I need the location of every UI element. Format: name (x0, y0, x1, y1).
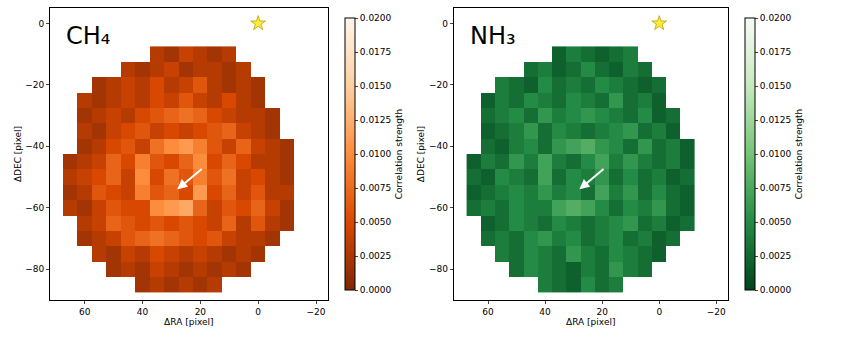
svg-text:60: 60 (482, 307, 494, 317)
svg-text:40: 40 (137, 307, 149, 317)
svg-text:0.0200: 0.0200 (360, 13, 392, 23)
svg-text:0.0150: 0.0150 (360, 81, 392, 91)
svg-text:0: 0 (442, 19, 448, 29)
svg-text:0.0025: 0.0025 (760, 251, 792, 261)
svg-text:−80: −80 (25, 264, 44, 274)
svg-text:CH₄: CH₄ (66, 22, 110, 50)
svg-text:−40: −40 (429, 141, 448, 151)
svg-text:0.0075: 0.0075 (360, 183, 392, 193)
svg-text:0.0075: 0.0075 (760, 183, 792, 193)
svg-text:0.0175: 0.0175 (760, 47, 792, 57)
svg-text:−20: −20 (25, 80, 44, 90)
svg-text:ΔDEC [pixel]: ΔDEC [pixel] (416, 126, 426, 182)
svg-text:NH₃: NH₃ (470, 22, 516, 50)
svg-text:0.0050: 0.0050 (760, 217, 792, 227)
svg-text:0: 0 (255, 307, 261, 317)
svg-text:0.0000: 0.0000 (360, 285, 392, 295)
svg-text:ΔRA [pixel]: ΔRA [pixel] (566, 317, 615, 327)
svg-text:−40: −40 (25, 141, 44, 151)
svg-text:−20: −20 (307, 307, 326, 317)
svg-text:−60: −60 (25, 203, 44, 213)
svg-text:0.0125: 0.0125 (760, 115, 792, 125)
svg-text:40: 40 (539, 307, 551, 317)
svg-text:Correlation strength: Correlation strength (794, 109, 804, 199)
svg-text:0.0050: 0.0050 (360, 217, 392, 227)
svg-text:20: 20 (596, 307, 608, 317)
svg-text:0.0175: 0.0175 (360, 47, 392, 57)
svg-text:0.0100: 0.0100 (760, 149, 792, 159)
svg-text:−60: −60 (429, 203, 448, 213)
svg-text:−20: −20 (429, 80, 448, 90)
svg-text:20: 20 (195, 307, 207, 317)
svg-text:60: 60 (79, 307, 91, 317)
svg-text:0.0000: 0.0000 (760, 285, 792, 295)
svg-text:ΔRA [pixel]: ΔRA [pixel] (164, 317, 213, 327)
svg-text:0.0125: 0.0125 (360, 115, 392, 125)
svg-text:ΔDEC [pixel]: ΔDEC [pixel] (13, 126, 23, 182)
svg-text:0.0100: 0.0100 (360, 149, 392, 159)
svg-text:−80: −80 (429, 264, 448, 274)
svg-text:Correlation strength: Correlation strength (394, 109, 404, 199)
svg-text:0.0150: 0.0150 (760, 81, 792, 91)
svg-text:−20: −20 (707, 307, 726, 317)
svg-text:0: 0 (656, 307, 662, 317)
svg-text:0.0025: 0.0025 (360, 251, 392, 261)
svg-text:0: 0 (38, 19, 44, 29)
svg-text:0.0200: 0.0200 (760, 13, 792, 23)
